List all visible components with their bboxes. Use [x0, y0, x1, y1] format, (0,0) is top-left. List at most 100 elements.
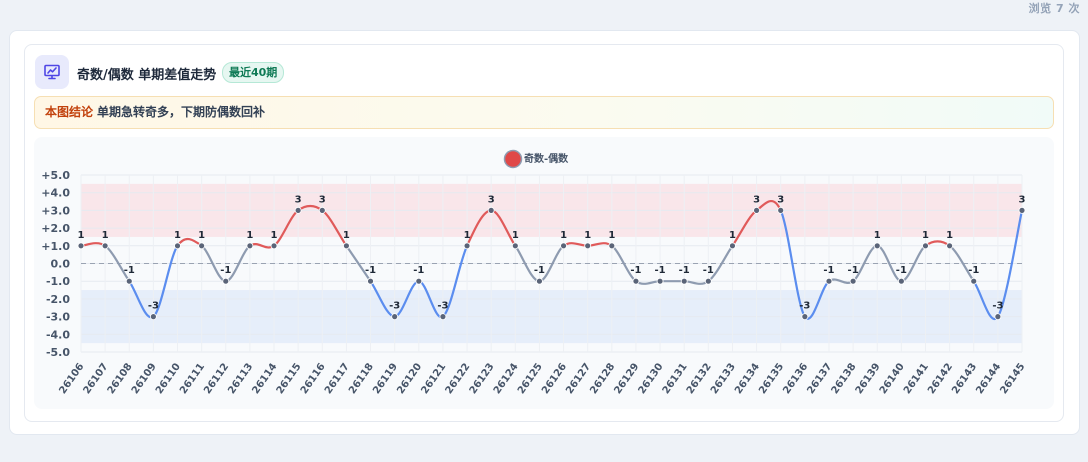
- data-label: 1: [174, 230, 181, 241]
- data-label: 1: [946, 230, 953, 241]
- data-point: [584, 242, 592, 250]
- data-label: -1: [413, 265, 424, 276]
- data-point: [463, 242, 471, 250]
- data-label: 1: [198, 230, 205, 241]
- data-label: 1: [874, 230, 881, 241]
- data-point: [125, 277, 133, 285]
- data-point: [439, 313, 447, 321]
- data-label: 1: [343, 230, 350, 241]
- data-label: 1: [608, 230, 615, 241]
- data-label: 1: [271, 230, 278, 241]
- series-line-segment: [779, 209, 806, 318]
- data-label: 1: [560, 230, 567, 241]
- legend-label: 奇数-偶数: [524, 152, 569, 165]
- data-point: [560, 242, 567, 250]
- data-point: [729, 242, 736, 250]
- data-label: 1: [78, 230, 85, 241]
- data-point: [294, 206, 302, 214]
- data-label: 1: [246, 230, 253, 241]
- data-label: 1: [729, 230, 736, 241]
- data-label: -3: [992, 301, 1003, 312]
- data-label: -1: [968, 265, 979, 276]
- y-tick-label: -2.0: [46, 293, 70, 306]
- series-line-segment: [152, 244, 179, 318]
- conclusion-text: 单期急转奇多，下期防偶数回补: [97, 105, 266, 119]
- data-point: [704, 277, 712, 285]
- y-tick-label: 0.0: [51, 258, 71, 271]
- y-tick-label: +2.0: [41, 222, 70, 235]
- data-point: [270, 242, 278, 250]
- y-tick-label: -4.0: [46, 328, 70, 341]
- y-tick-label: +3.0: [41, 204, 70, 217]
- data-label: -1: [655, 265, 666, 276]
- data-label: 1: [584, 230, 591, 241]
- data-label: 3: [295, 194, 302, 205]
- data-label: -1: [630, 265, 641, 276]
- data-point: [777, 206, 785, 214]
- y-tick-label: -5.0: [46, 346, 70, 359]
- data-point: [994, 313, 1002, 321]
- data-label: -1: [534, 265, 545, 276]
- y-tick-label: -3.0: [46, 311, 70, 324]
- data-label: -1: [848, 265, 859, 276]
- x-tick-label: 26145: [998, 361, 1027, 396]
- data-label: 3: [777, 194, 784, 205]
- legend-marker: [503, 149, 523, 169]
- chart-area: [34, 137, 1054, 409]
- data-label: -3: [148, 301, 159, 312]
- y-tick-label: -1.0: [46, 275, 70, 288]
- chart-presentation-icon: [35, 55, 69, 89]
- data-label: 3: [488, 194, 495, 205]
- data-point: [970, 277, 978, 285]
- data-label: 1: [512, 230, 519, 241]
- data-label: -3: [799, 301, 810, 312]
- data-label: -1: [823, 265, 834, 276]
- data-label: -1: [896, 265, 907, 276]
- data-label: 1: [922, 230, 929, 241]
- conclusion-banner: 本图结论 单期急转奇多，下期防偶数回补: [34, 96, 1054, 129]
- data-point: [801, 313, 809, 321]
- data-point: [946, 242, 954, 250]
- data-label: -3: [437, 301, 448, 312]
- data-point: [632, 277, 640, 285]
- series-line-segment: [441, 244, 469, 318]
- y-tick-label: +5.0: [41, 169, 70, 182]
- data-point: [415, 277, 423, 285]
- data-point: [487, 206, 495, 214]
- series-line-segment: [924, 240, 951, 247]
- chart-title: 奇数/偶数 单期差值走势: [77, 68, 217, 83]
- data-label: -1: [703, 265, 714, 276]
- data-point: [849, 277, 857, 285]
- data-point: [511, 242, 519, 250]
- data-point: [222, 277, 230, 285]
- y-tick-label: +4.0: [41, 187, 70, 200]
- data-point: [897, 277, 905, 285]
- data-label: 1: [464, 230, 471, 241]
- data-point: [536, 277, 543, 285]
- data-point: [149, 313, 157, 321]
- data-point: [77, 242, 85, 250]
- data-label: -1: [220, 265, 231, 276]
- data-label: 3: [1019, 194, 1026, 205]
- data-point: [1018, 206, 1026, 214]
- data-point: [174, 242, 181, 250]
- data-point: [391, 313, 399, 321]
- data-point: [246, 242, 254, 250]
- data-label: -1: [679, 265, 690, 276]
- data-point: [101, 242, 109, 250]
- data-point: [825, 277, 833, 285]
- data-point: [922, 242, 929, 250]
- data-point: [608, 242, 616, 250]
- data-point: [343, 242, 350, 250]
- data-point: [318, 206, 326, 214]
- data-label: -1: [365, 265, 376, 276]
- period-badge: 最近40期: [222, 62, 285, 83]
- data-point: [753, 206, 760, 214]
- data-point: [680, 277, 688, 285]
- data-point: [367, 277, 374, 285]
- series-line-segment: [345, 244, 372, 283]
- data-label: 3: [319, 194, 326, 205]
- data-point: [198, 242, 206, 250]
- y-tick-label: +1.0: [41, 240, 70, 253]
